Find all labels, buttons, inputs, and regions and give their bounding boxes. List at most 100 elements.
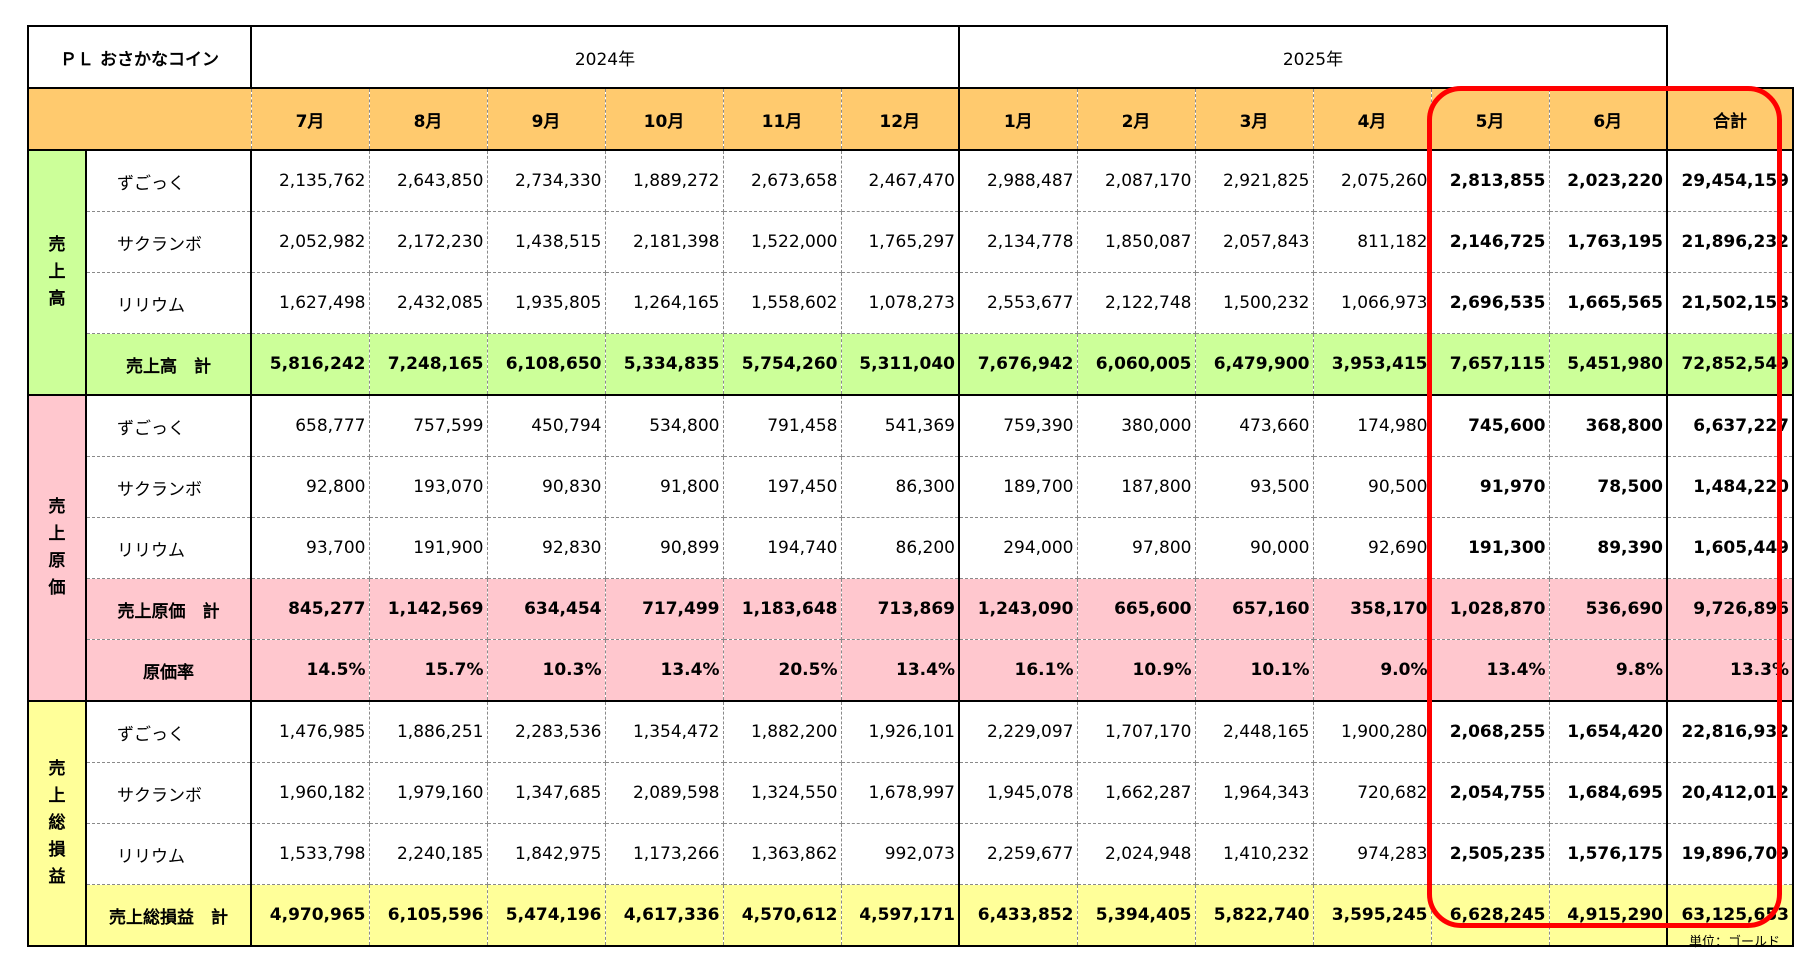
group-label: 売 上 高 [27, 149, 87, 396]
value-cell: 1,765,297 [840, 211, 960, 273]
total-label: 売上原価 計 [85, 578, 252, 640]
value-cell: 1,484,220 [1666, 456, 1794, 518]
value-cell: 90,830 [486, 456, 606, 518]
month-header: 1月 [958, 87, 1078, 151]
value-cell: 3,595,245 [1312, 884, 1432, 947]
value-cell: 4,570,612 [722, 884, 842, 947]
row-label: ずごっく [85, 149, 252, 212]
value-cell: 2,283,536 [486, 700, 606, 763]
month-header: 11月 [722, 87, 842, 151]
value-cell: 1,264,165 [604, 272, 724, 334]
value-cell: 6,108,650 [486, 333, 606, 396]
value-cell: 992,073 [840, 823, 960, 885]
value-cell: 2,240,185 [368, 823, 488, 885]
value-cell: 450,794 [486, 394, 606, 457]
value-cell: 9.0% [1312, 639, 1432, 702]
total-row: 原価率 14.5% 15.7% 10.3% 13.4% 20.5% 13.4% 16.1% 10… [28, 639, 1794, 702]
value-cell: 5,451,980 [1548, 333, 1668, 396]
value-cell: 7,657,115 [1430, 333, 1550, 396]
value-cell: 2,921,825 [1194, 149, 1314, 212]
table-row: サクランボ 1,960,182 1,979,160 1,347,685 2,089,59… [28, 762, 1794, 824]
value-cell: 1,438,515 [486, 211, 606, 273]
value-cell: 193,070 [368, 456, 488, 518]
value-cell: 380,000 [1076, 394, 1196, 457]
value-cell: 1,627,498 [250, 272, 370, 334]
value-cell: 2,122,748 [1076, 272, 1196, 334]
value-cell: 2,087,170 [1076, 149, 1196, 212]
value-cell: 2,643,850 [368, 149, 488, 212]
value-cell: 89,390 [1548, 517, 1668, 579]
group-label: 売 上 総 損 益 [27, 700, 87, 947]
value-cell: 90,500 [1312, 456, 1432, 518]
value-cell: 9.8% [1548, 639, 1668, 702]
value-cell: 2,134,778 [958, 211, 1078, 273]
value-cell: 2,505,235 [1430, 823, 1550, 885]
value-cell: 63,125,653 [1666, 884, 1794, 947]
row-label: ずごっく [85, 394, 252, 457]
value-cell: 6,433,852 [958, 884, 1078, 947]
value-cell: 14.5% [250, 639, 370, 702]
month-header: 3月 [1194, 87, 1314, 151]
month-header: 5月 [1430, 87, 1550, 151]
value-cell: 2,089,598 [604, 762, 724, 824]
value-cell: 1,960,182 [250, 762, 370, 824]
value-cell: 1,576,175 [1548, 823, 1668, 885]
value-cell: 1,678,997 [840, 762, 960, 824]
value-cell: 2,696,535 [1430, 272, 1550, 334]
month-header: 合計 [1666, 87, 1794, 151]
value-cell: 6,060,005 [1076, 333, 1196, 396]
value-cell: 21,502,158 [1666, 272, 1794, 334]
value-cell: 1,363,862 [722, 823, 842, 885]
pl-table: ＰＬ おさかなコイン 2024年 2025年 7月 8月 9月 10月 11月 12月 1月… [27, 25, 1794, 947]
value-cell: 974,283 [1312, 823, 1432, 885]
value-cell: 1,410,232 [1194, 823, 1314, 885]
row-label: サクランボ [85, 456, 252, 518]
month-header: 7月 [250, 87, 370, 151]
value-cell: 5,754,260 [722, 333, 842, 396]
value-cell: 1,707,170 [1076, 700, 1196, 763]
value-cell: 6,105,596 [368, 884, 488, 947]
value-cell: 1,882,200 [722, 700, 842, 763]
row-label: サクランボ [85, 762, 252, 824]
value-cell: 1,763,195 [1548, 211, 1668, 273]
value-cell: 1,324,550 [722, 762, 842, 824]
value-cell: 86,200 [840, 517, 960, 579]
value-cell: 1,605,449 [1666, 517, 1794, 579]
value-cell: 3,953,415 [1312, 333, 1432, 396]
value-cell: 1,684,695 [1548, 762, 1668, 824]
value-cell: 5,816,242 [250, 333, 370, 396]
value-cell: 2,813,855 [1430, 149, 1550, 212]
value-cell: 6,479,900 [1194, 333, 1314, 396]
table-row: 売 上 総 損 益ずごっく 1,476,985 1,886,251 2,283,536… [27, 700, 1794, 947]
value-cell: 4,597,171 [840, 884, 960, 947]
value-cell: 5,474,196 [486, 884, 606, 947]
value-cell: 6,637,227 [1666, 394, 1794, 457]
month-header-blank [27, 87, 252, 151]
value-cell: 7,676,942 [958, 333, 1078, 396]
value-cell: 5,394,405 [1076, 884, 1196, 947]
value-cell: 1,243,090 [958, 578, 1078, 640]
row-label: リリウム [85, 272, 252, 334]
value-cell: 16.1% [958, 639, 1078, 702]
value-cell: 92,800 [250, 456, 370, 518]
row-label: リリウム [85, 517, 252, 579]
value-cell: 1,900,280 [1312, 700, 1432, 763]
month-header: 8月 [368, 87, 488, 151]
value-cell: 2,432,085 [368, 272, 488, 334]
year-2024-header: 2024年 [250, 25, 960, 89]
row-label: ずごっく [85, 700, 252, 763]
table-row: 売 上 高ずごっく 2,135,762 2,643,850 2,734,330 1,88… [27, 149, 1794, 396]
value-cell: 191,300 [1430, 517, 1550, 579]
value-cell: 2,135,762 [250, 149, 370, 212]
value-cell: 93,700 [250, 517, 370, 579]
value-cell: 1,522,000 [722, 211, 842, 273]
value-cell: 1,354,472 [604, 700, 724, 763]
value-cell: 1,347,685 [486, 762, 606, 824]
month-header: 4月 [1312, 87, 1432, 151]
value-cell: 1,558,602 [722, 272, 842, 334]
value-cell: 92,690 [1312, 517, 1432, 579]
value-cell: 2,673,658 [722, 149, 842, 212]
value-cell: 4,915,290 [1548, 884, 1668, 947]
value-cell: 811,182 [1312, 211, 1432, 273]
month-header: 2月 [1076, 87, 1196, 151]
